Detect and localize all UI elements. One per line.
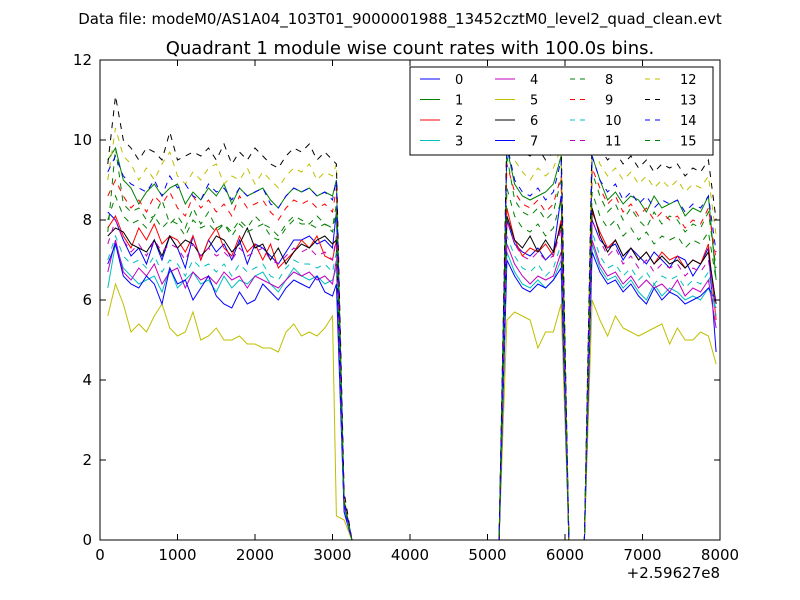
x-tick-label: 1000 (158, 546, 196, 564)
legend-label-0: 0 (455, 73, 463, 88)
series-line-0 (107, 195, 717, 540)
x-tick-label: 0 (95, 546, 105, 564)
y-tick-label: 10 (73, 131, 92, 149)
series-line-11 (107, 218, 717, 540)
series-line-10 (107, 231, 717, 540)
legend-label-4: 4 (530, 73, 538, 88)
series-line-12 (107, 127, 717, 540)
legend-label-2: 2 (455, 114, 463, 129)
x-tick-label: 7000 (623, 546, 661, 564)
y-tick-label: 8 (82, 211, 92, 229)
series-line-14 (107, 143, 717, 540)
y-tick-label: 4 (82, 371, 92, 389)
series-line-13 (107, 95, 717, 540)
x-axis-offset-label: +2.59627e8 (627, 564, 720, 582)
series-line-1 (107, 146, 717, 540)
series-line-5 (107, 282, 717, 540)
series-line-15 (107, 187, 717, 540)
legend-label-5: 5 (530, 94, 538, 109)
y-tick-label: 12 (73, 51, 92, 69)
series-line-9 (107, 163, 717, 540)
legend-label-8: 8 (605, 73, 613, 88)
series-line-7 (107, 242, 717, 540)
series-line-8 (107, 147, 717, 540)
legend-label-14: 14 (680, 114, 697, 129)
legend-label-13: 13 (680, 94, 697, 109)
legend-label-1: 1 (455, 94, 463, 109)
legend-label-15: 15 (680, 135, 697, 150)
x-tick-label: 8000 (701, 546, 739, 564)
legend-label-9: 9 (605, 94, 613, 109)
legend-label-11: 11 (605, 135, 622, 150)
x-tick-label: 4000 (391, 546, 429, 564)
chart-title: Quadrant 1 module wise count rates with … (166, 38, 655, 59)
figure-suptitle: Data file: modeM0/AS1A04_103T01_90000019… (78, 10, 722, 29)
x-tick-label: 3000 (313, 546, 351, 564)
x-tick-label: 2000 (236, 546, 274, 564)
legend-label-7: 7 (530, 135, 538, 150)
y-tick-label: 6 (82, 291, 92, 309)
series-line-6 (107, 207, 717, 540)
series-layer (107, 95, 717, 540)
legend-label-6: 6 (530, 114, 538, 129)
legend-label-10: 10 (605, 114, 622, 129)
y-tick-label: 2 (82, 451, 92, 469)
series-line-4 (107, 239, 717, 540)
legend-label-12: 12 (680, 73, 697, 88)
y-tick-label: 0 (82, 531, 92, 549)
legend-box (409, 66, 714, 156)
x-axis: 0 1000 2000 3000 4000 5000 6000 7000 8000 (95, 60, 739, 564)
x-tick-label: 6000 (546, 546, 584, 564)
series-line-3 (107, 243, 717, 540)
legend-label-3: 3 (455, 135, 463, 150)
x-tick-label: 5000 (468, 546, 506, 564)
